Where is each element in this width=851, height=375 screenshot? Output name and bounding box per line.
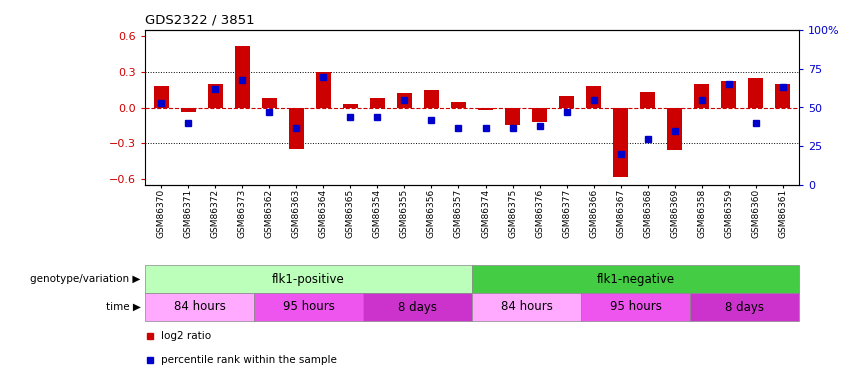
Bar bbox=[505, 108, 520, 125]
Bar bbox=[254, 293, 363, 321]
Bar bbox=[640, 92, 655, 108]
Text: log2 ratio: log2 ratio bbox=[162, 331, 212, 341]
Bar bbox=[145, 293, 254, 321]
Bar bbox=[559, 96, 574, 108]
Bar bbox=[690, 293, 799, 321]
Bar bbox=[370, 98, 385, 108]
Bar bbox=[586, 86, 601, 108]
Text: flk1-positive: flk1-positive bbox=[272, 273, 345, 285]
Bar bbox=[614, 108, 628, 177]
Text: 95 hours: 95 hours bbox=[609, 300, 661, 313]
Text: 84 hours: 84 hours bbox=[500, 300, 552, 313]
Bar bbox=[343, 104, 357, 108]
Bar bbox=[722, 81, 736, 108]
Bar bbox=[154, 86, 168, 108]
Bar bbox=[397, 93, 412, 108]
Bar bbox=[451, 102, 465, 108]
Text: genotype/variation ▶: genotype/variation ▶ bbox=[31, 274, 140, 284]
Bar bbox=[532, 108, 547, 122]
Bar bbox=[288, 108, 304, 149]
Text: 95 hours: 95 hours bbox=[283, 300, 334, 313]
Bar bbox=[472, 293, 581, 321]
Text: GDS2322 / 3851: GDS2322 / 3851 bbox=[145, 13, 254, 26]
Bar bbox=[581, 293, 690, 321]
Bar bbox=[208, 84, 223, 108]
Bar bbox=[694, 84, 709, 108]
Bar bbox=[667, 108, 683, 150]
Bar bbox=[262, 98, 277, 108]
Text: percentile rank within the sample: percentile rank within the sample bbox=[162, 355, 337, 365]
Text: 8 days: 8 days bbox=[725, 300, 764, 313]
Text: flk1-negative: flk1-negative bbox=[597, 273, 675, 285]
Bar bbox=[180, 108, 196, 112]
Bar bbox=[424, 90, 439, 108]
Bar bbox=[472, 265, 799, 293]
Bar bbox=[316, 72, 331, 108]
Bar bbox=[775, 84, 791, 108]
Bar bbox=[235, 45, 249, 108]
Text: time ▶: time ▶ bbox=[106, 302, 140, 312]
Bar bbox=[363, 293, 472, 321]
Text: 8 days: 8 days bbox=[398, 300, 437, 313]
Bar bbox=[748, 78, 763, 108]
Bar bbox=[478, 108, 493, 110]
Bar bbox=[145, 265, 472, 293]
Text: 84 hours: 84 hours bbox=[174, 300, 226, 313]
